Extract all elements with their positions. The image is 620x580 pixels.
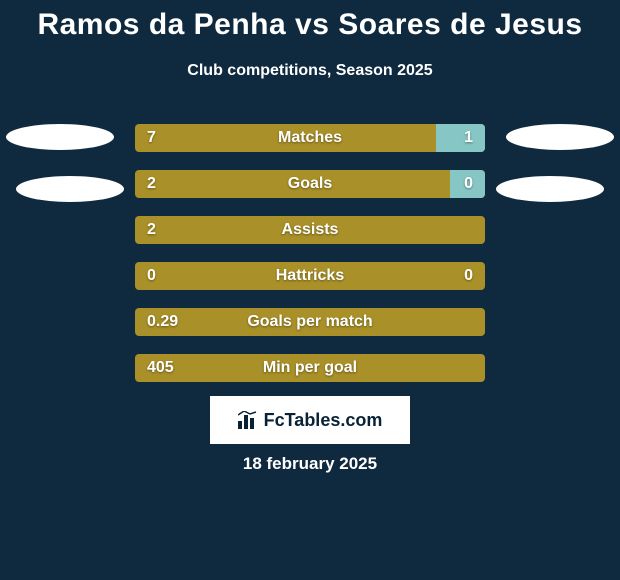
infographic-canvas: Ramos da Penha vs Soares de Jesus Club c… xyxy=(0,0,620,580)
page-title: Ramos da Penha vs Soares de Jesus xyxy=(0,8,620,42)
stat-row: 2Goals0 xyxy=(135,170,485,198)
stat-label: Hattricks xyxy=(135,262,485,290)
stat-right-value: 1 xyxy=(464,124,473,152)
stat-row: 0Hattricks0 xyxy=(135,262,485,290)
logo-text: FcTables.com xyxy=(264,410,383,431)
stat-label: Min per goal xyxy=(135,354,485,382)
stat-row: 0.29Goals per match xyxy=(135,308,485,336)
stat-label: Goals per match xyxy=(135,308,485,336)
stat-row: 2Assists xyxy=(135,216,485,244)
bar-chart-icon xyxy=(238,411,258,429)
player-right-badge-1 xyxy=(506,124,614,150)
stat-label: Matches xyxy=(135,124,485,152)
player-left-badge-1 xyxy=(6,124,114,150)
stat-label: Assists xyxy=(135,216,485,244)
stat-label: Goals xyxy=(135,170,485,198)
subtitle: Club competitions, Season 2025 xyxy=(0,62,620,80)
stat-row: 405Min per goal xyxy=(135,354,485,382)
stat-right-value: 0 xyxy=(464,262,473,290)
stat-row: 7Matches1 xyxy=(135,124,485,152)
player-left-badge-2 xyxy=(16,176,124,202)
date-text: 18 february 2025 xyxy=(0,454,620,474)
fctables-logo: FcTables.com xyxy=(210,396,410,444)
player-right-badge-2 xyxy=(496,176,604,202)
stat-right-value: 0 xyxy=(464,170,473,198)
